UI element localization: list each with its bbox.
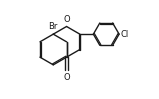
Text: Br: Br bbox=[48, 22, 57, 31]
Text: O: O bbox=[63, 73, 70, 82]
Text: O: O bbox=[64, 15, 70, 24]
Text: Cl: Cl bbox=[121, 30, 129, 39]
